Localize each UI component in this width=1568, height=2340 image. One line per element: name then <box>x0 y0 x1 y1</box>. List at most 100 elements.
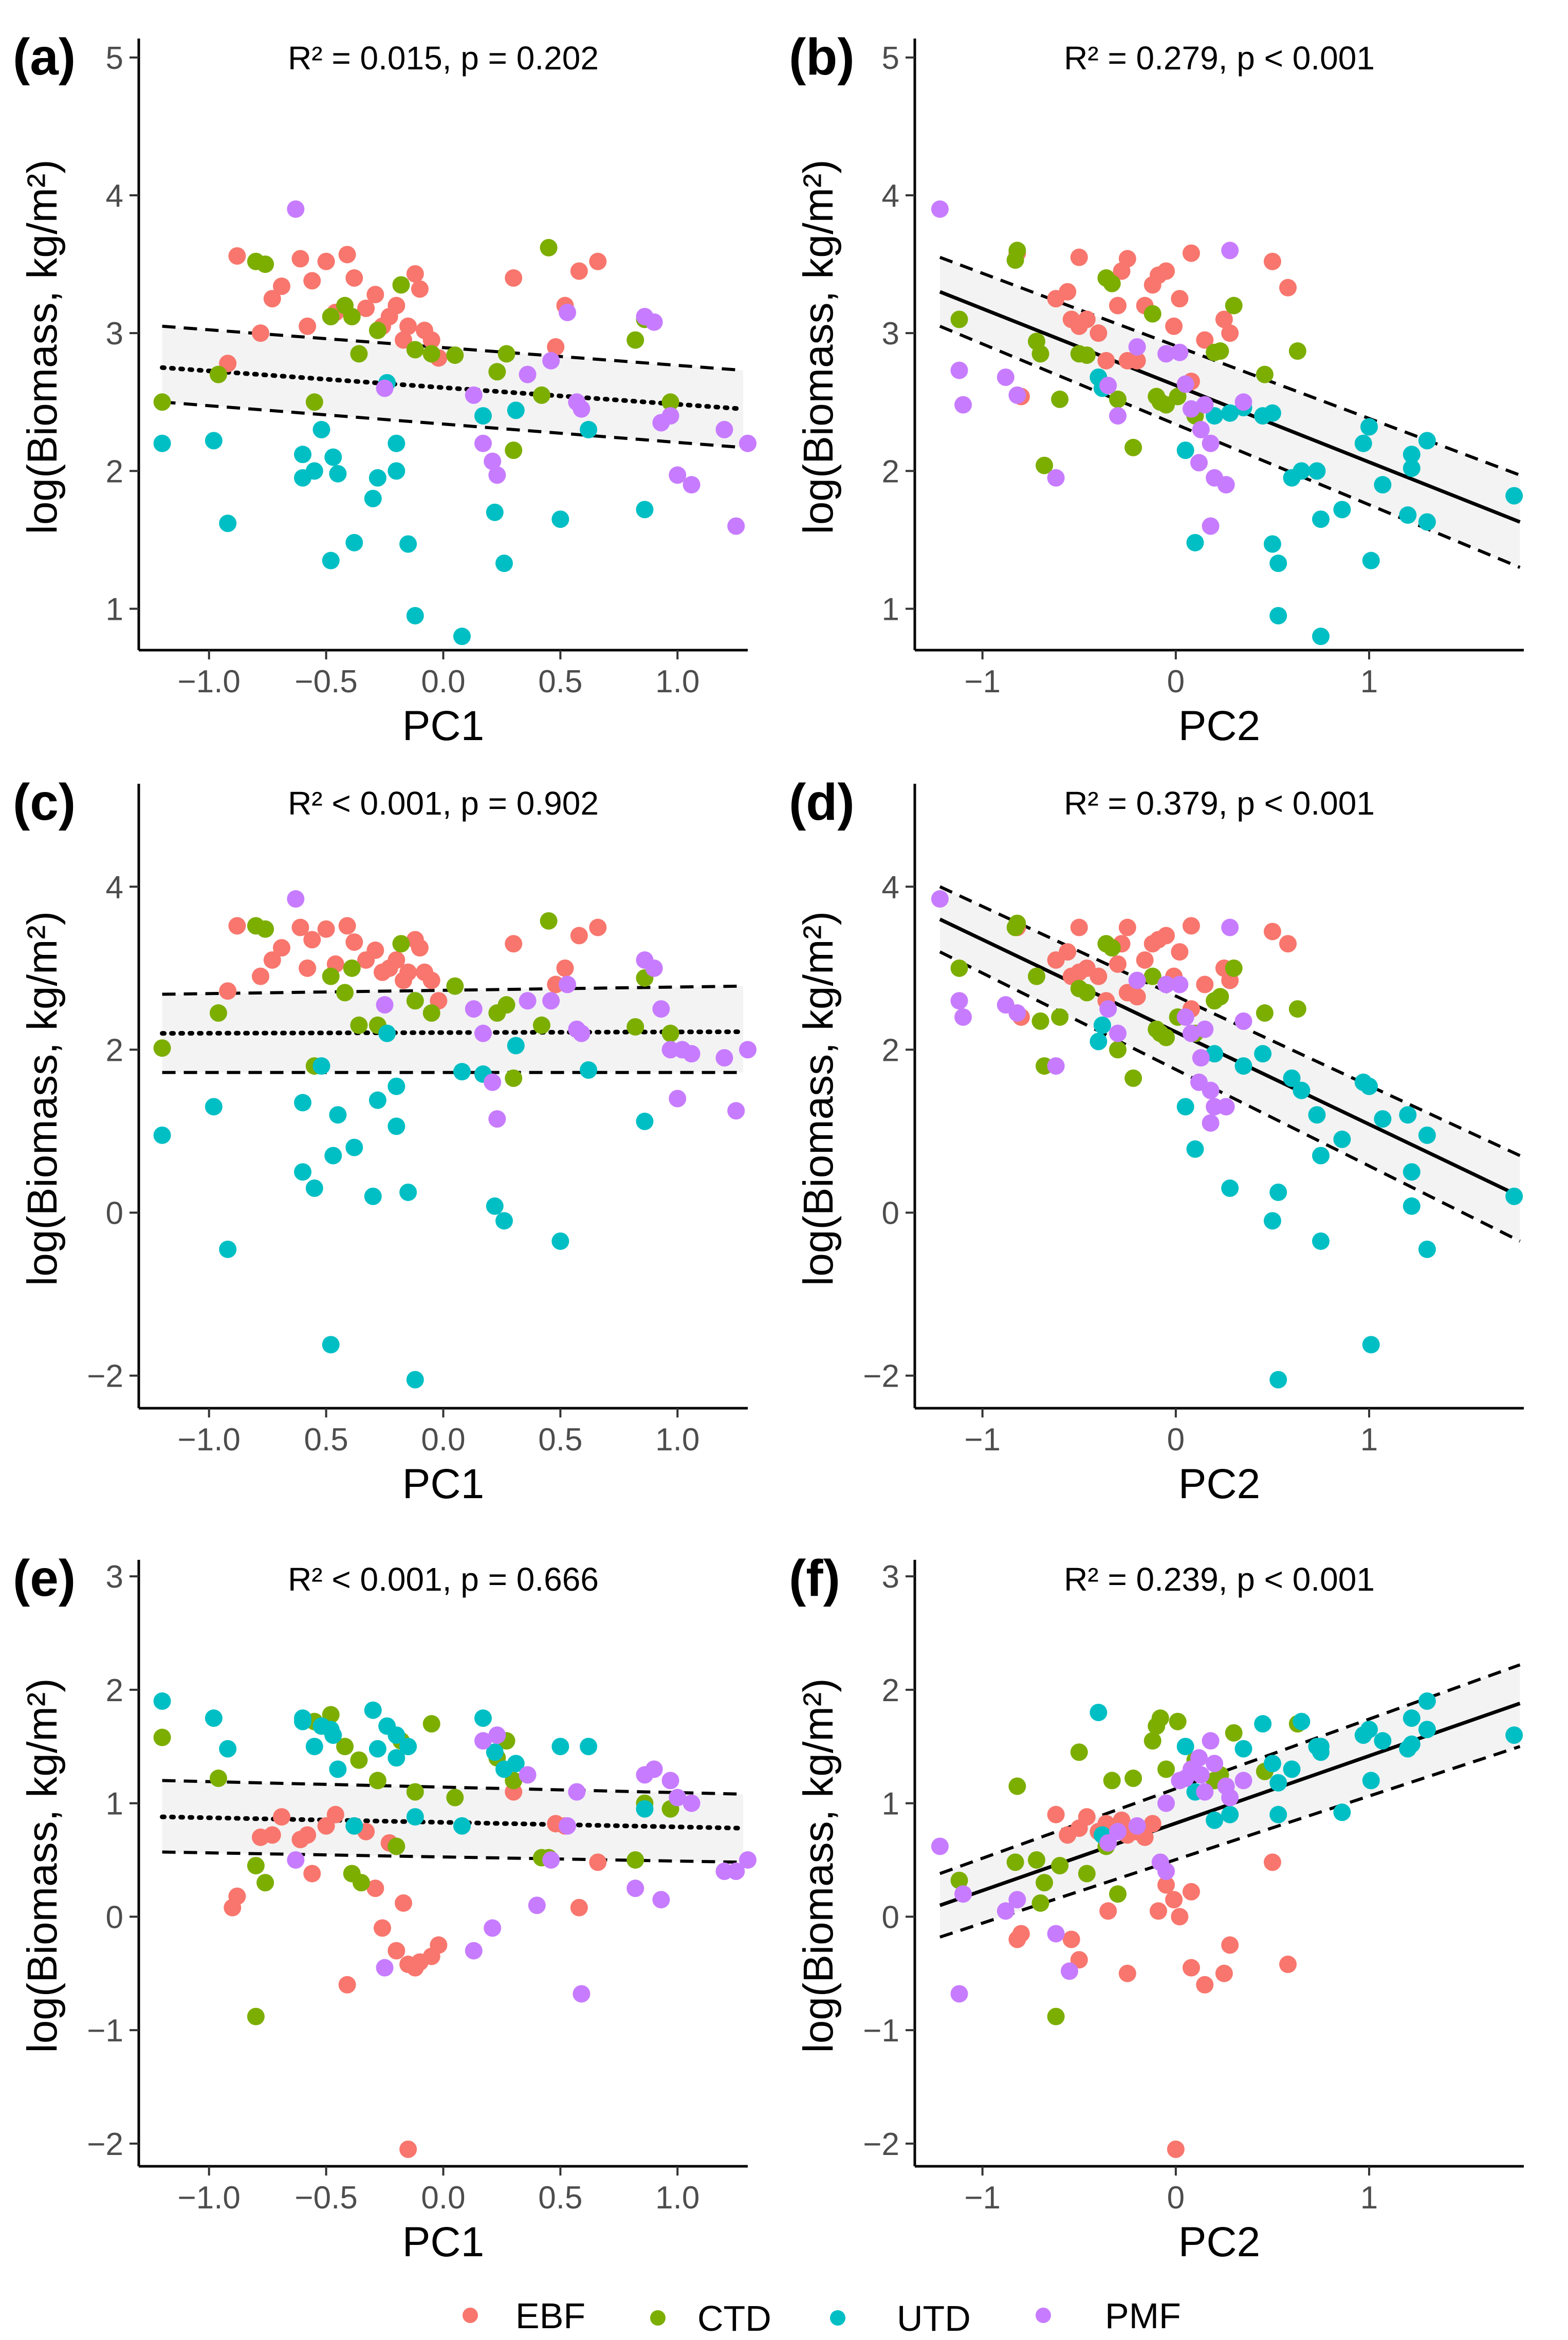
data-point-utd <box>312 1057 330 1075</box>
data-point-ctd <box>1051 390 1069 408</box>
y-tick-label: −1 <box>87 2013 123 2049</box>
data-point-ebf <box>1279 935 1297 953</box>
data-point-ebf <box>399 317 417 335</box>
data-point-utd <box>1176 1098 1194 1116</box>
data-point-ebf <box>273 1808 291 1826</box>
data-point-utd <box>368 1091 386 1109</box>
data-point-ebf <box>219 982 237 1000</box>
data-point-pmf <box>1128 1817 1146 1835</box>
data-point-pmf <box>1190 454 1208 472</box>
data-point-ebf <box>1070 1951 1088 1969</box>
data-point-pmf <box>715 1863 733 1881</box>
data-point-ebf <box>422 971 440 989</box>
data-point-pmf <box>954 1008 972 1026</box>
ci-upper-line <box>162 1779 743 1796</box>
data-point-ebf <box>299 1826 317 1844</box>
data-point-ctd <box>422 1715 440 1733</box>
data-point-utd <box>1374 1732 1392 1750</box>
data-point-ebf <box>252 1828 269 1846</box>
data-point-ebf <box>399 963 417 981</box>
data-point-ebf <box>1221 1936 1239 1954</box>
data-point-utd <box>1090 1703 1108 1721</box>
data-point-ebf <box>1059 283 1077 301</box>
data-point-utd <box>294 1094 312 1112</box>
data-point-utd <box>1263 1755 1281 1773</box>
data-point-utd <box>1418 1692 1436 1710</box>
data-point-pmf <box>559 303 577 321</box>
data-point-ebf <box>1118 918 1136 936</box>
data-point-pmf <box>376 379 394 397</box>
data-point-pmf <box>1128 971 1146 989</box>
data-point-utd <box>1403 1735 1421 1753</box>
data-point-ctd <box>1256 1004 1274 1022</box>
data-point-ctd <box>153 1039 171 1057</box>
data-point-ebf <box>1090 967 1108 985</box>
data-point-utd <box>205 1098 223 1116</box>
data-point-ebf <box>589 918 607 936</box>
data-point-ctd <box>1143 1732 1161 1750</box>
data-point-pmf <box>682 476 700 494</box>
data-point-utd <box>1403 446 1421 464</box>
data-point-utd <box>1206 1811 1224 1829</box>
data-point-ebf <box>252 967 269 985</box>
data-point-ctd <box>497 345 515 363</box>
data-point-ctd <box>1157 1760 1175 1778</box>
ci-lower-line <box>162 1850 743 1864</box>
data-point-utd <box>1234 1057 1252 1075</box>
data-point-pmf <box>715 1049 733 1067</box>
data-point-ebf <box>1165 317 1183 335</box>
data-point-ctd <box>1031 1894 1049 1912</box>
data-point-ctd <box>422 1004 440 1022</box>
data-point-ctd <box>1078 346 1096 364</box>
data-point-utd <box>1186 533 1204 551</box>
data-point-ebf <box>1109 297 1127 315</box>
data-point-utd <box>1283 469 1301 487</box>
data-point-ebf <box>1263 923 1281 941</box>
data-point-ctd <box>1256 365 1274 383</box>
data-point-pmf <box>727 517 745 535</box>
data-point-pmf <box>954 1885 972 1903</box>
data-point-utd <box>378 1717 396 1735</box>
data-point-ctd <box>1078 984 1096 1002</box>
data-point-utd <box>219 1240 237 1258</box>
data-point-ctd <box>350 1751 368 1769</box>
data-point-utd <box>453 1817 471 1835</box>
x-tick-label: 1.0 <box>655 664 699 699</box>
x-tick-label: 1.0 <box>655 2180 699 2216</box>
data-point-pmf <box>465 1942 483 1960</box>
x-tick-label: −0.5 <box>294 664 357 699</box>
stat-annotation: R² = 0.015, p = 0.202 <box>288 40 599 77</box>
data-point-ctd <box>352 1874 370 1892</box>
data-point-ebf <box>406 265 424 283</box>
data-point-utd <box>1312 1147 1330 1165</box>
data-point-ctd <box>1151 1709 1169 1727</box>
data-point-ctd <box>406 341 424 359</box>
data-point-pmf <box>474 434 492 452</box>
data-point-ebf <box>228 247 246 265</box>
data-point-utd <box>388 434 405 452</box>
legend-swatch-ebf <box>463 2308 478 2323</box>
data-point-pmf <box>1171 975 1189 993</box>
data-point-ctd <box>488 363 506 381</box>
data-point-pmf <box>465 1000 483 1018</box>
data-point-pmf <box>1109 407 1127 425</box>
data-point-ctd <box>1124 438 1142 456</box>
data-point-utd <box>1269 555 1287 573</box>
data-point-ctd <box>1211 988 1229 1006</box>
data-point-ctd <box>1109 1041 1127 1059</box>
data-point-utd <box>324 448 342 466</box>
data-point-pmf <box>287 1851 305 1869</box>
data-point-ctd <box>950 310 968 328</box>
data-point-pmf <box>1157 975 1175 993</box>
data-point-utd <box>1308 1106 1326 1124</box>
data-point-ebf <box>1263 252 1281 270</box>
y-tick-label: 5 <box>106 41 123 76</box>
data-point-utd <box>1234 1740 1252 1758</box>
data-point-ebf <box>1099 1902 1117 1920</box>
data-point-pmf <box>1176 1008 1194 1026</box>
data-point-ebf <box>263 290 281 308</box>
x-tick-label: 0.5 <box>538 1422 582 1458</box>
data-point-pmf <box>1234 1012 1252 1030</box>
y-tick-label: 2 <box>882 1033 899 1068</box>
data-point-ctd <box>1211 342 1229 360</box>
